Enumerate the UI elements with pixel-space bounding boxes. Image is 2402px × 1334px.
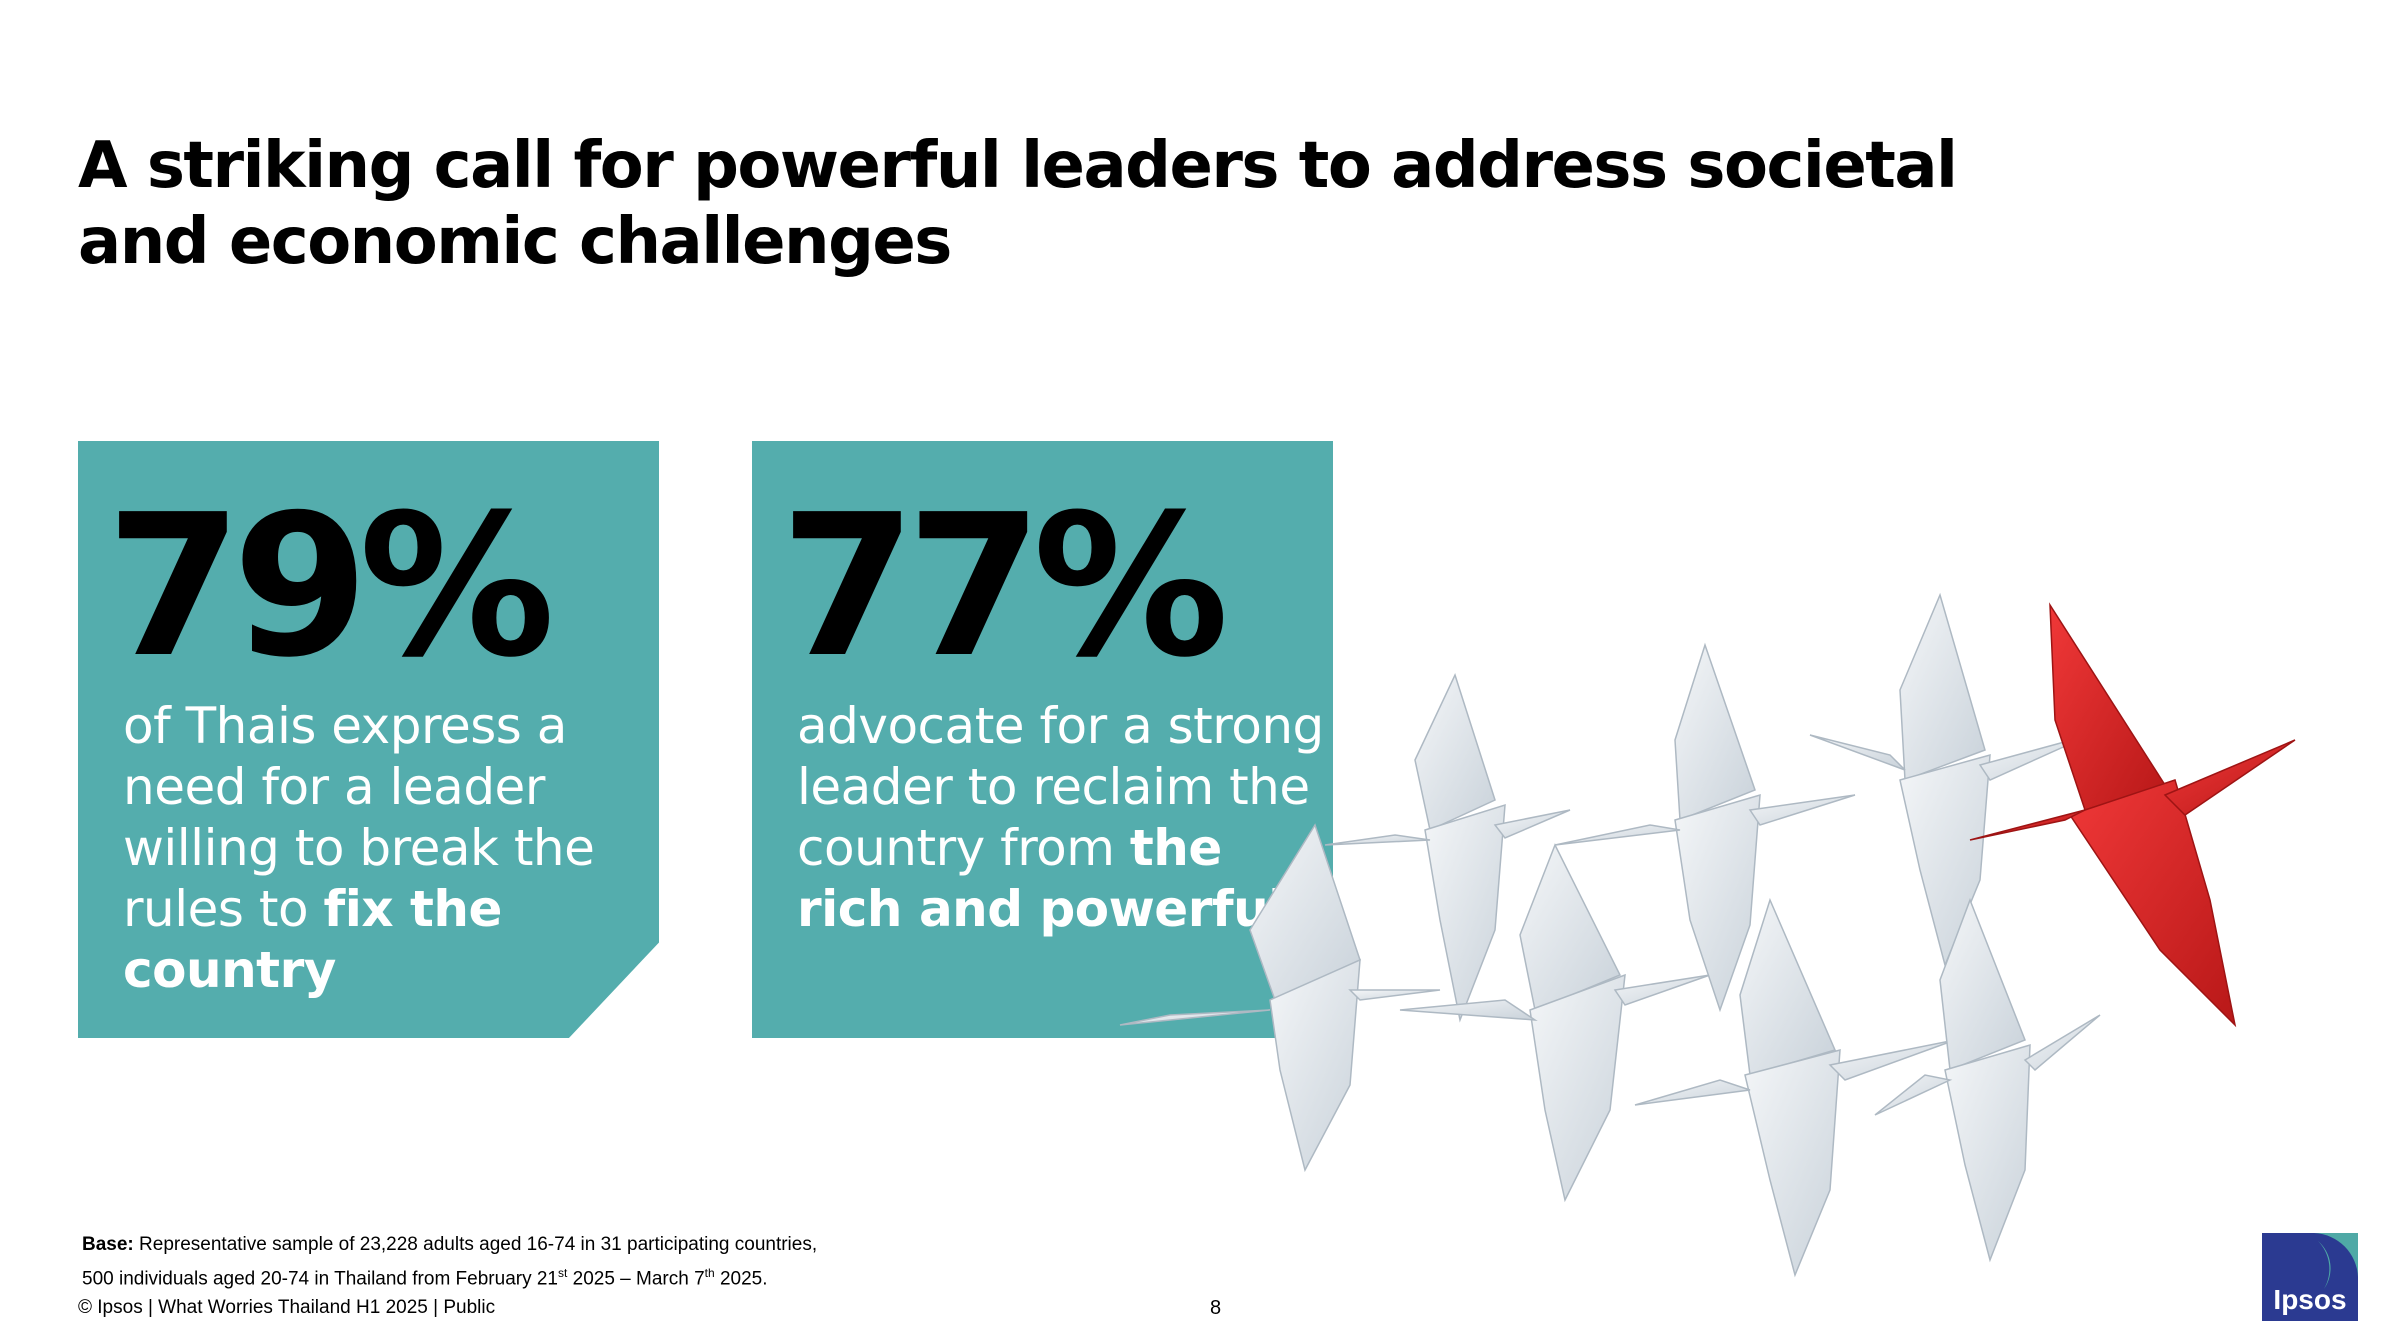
stat-value: 79% [106,473,555,701]
base-sup-1: st [558,1266,568,1280]
footer-text: © Ipsos | What Worries Thailand H1 2025 … [78,1297,496,1318]
base-note: Base: Representative sample of 23,228 ad… [82,1230,982,1293]
white-crane-3 [1399,843,1711,1203]
white-crane-1 [1119,823,1441,1173]
white-crane-5 [1634,897,1956,1278]
white-crane-4 [1554,642,1856,1013]
white-crane-2 [1324,672,1571,1023]
page-number: 8 [1210,1297,1222,1319]
white-crane-7 [1874,897,2101,1263]
base-sup-2: th [704,1266,715,1280]
logo-text: Ipsos [2273,1284,2347,1315]
stat-description: of Thais express a need for a leader wil… [123,696,659,1001]
stat-description-text: advocate for a strong leader to reclaim … [797,697,1324,877]
stat-box-77: 77% advocate for a strong leader to recl… [752,441,1333,1038]
stat-box-79: 79% of Thais express a need for a leader… [78,441,659,1038]
red-crane [1969,602,2296,1028]
stat-description-bold: the rich and powerful [797,819,1285,938]
base-line-2b: 2025 – March 7 [567,1268,705,1290]
stat-value: 77% [780,473,1229,701]
ipsos-logo: Ipsos [2262,1233,2358,1321]
base-line-1: Representative sample of 23,228 adults a… [133,1234,818,1255]
logo-arc-icon [2314,1233,2358,1289]
stat-description-bold: fix the country [123,880,502,999]
stat-description-text: of Thais express a need for a leader wil… [123,697,595,938]
base-line-2a: 500 individuals aged 20-74 in Thailand f… [82,1268,559,1290]
origami-cranes-image [1119,592,2296,1278]
page-title: A striking call for powerful leaders to … [78,129,1958,279]
base-label: Base: [82,1234,134,1255]
white-crane-6 [1809,592,2091,968]
base-line-2c: 2025. [714,1268,768,1290]
stat-description: advocate for a strong leader to reclaim … [797,696,1337,940]
